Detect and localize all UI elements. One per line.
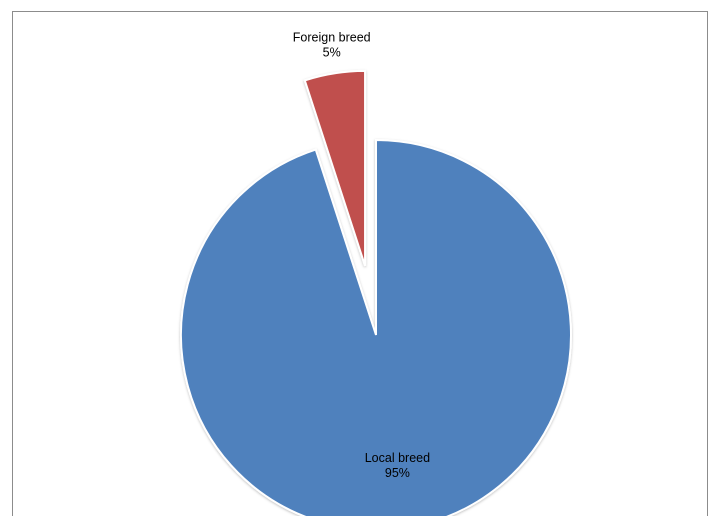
data-label-foreign-breed: Foreign breed 5% [293,31,371,60]
data-label-local-breed: Local breed 95% [365,451,430,480]
pie-slice-foreign-breed [303,69,367,267]
pie-slice-local-breed [180,138,572,516]
